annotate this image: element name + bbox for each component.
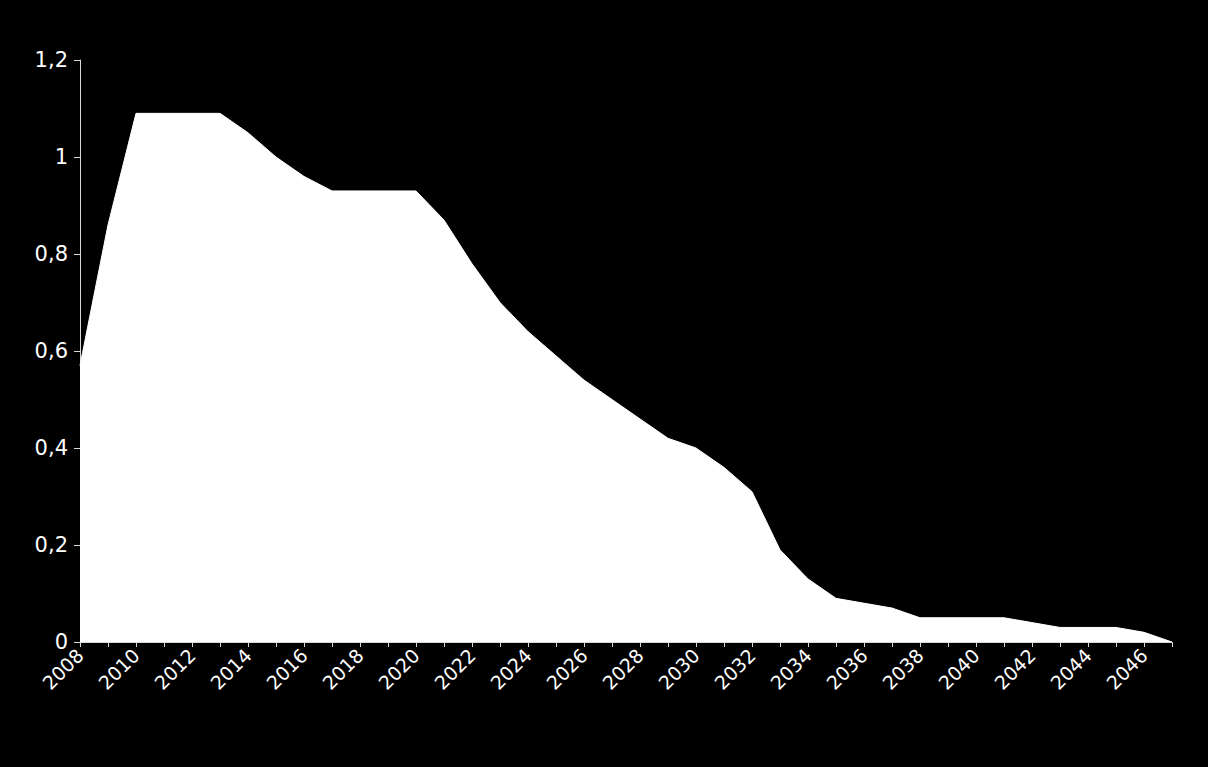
svg-text:2010: 2010 <box>94 644 144 694</box>
svg-text:1,2: 1,2 <box>35 48 68 72</box>
svg-text:0,2: 0,2 <box>35 533 68 557</box>
svg-text:0: 0 <box>54 630 68 654</box>
svg-text:2024: 2024 <box>486 644 536 694</box>
svg-text:0,6: 0,6 <box>35 339 68 363</box>
svg-text:0,4: 0,4 <box>35 436 68 460</box>
svg-text:2020: 2020 <box>374 644 424 694</box>
svg-text:2044: 2044 <box>1046 644 1096 694</box>
svg-text:2018: 2018 <box>318 644 368 694</box>
svg-text:2046: 2046 <box>1102 644 1152 694</box>
svg-text:2036: 2036 <box>822 644 872 694</box>
svg-text:2026: 2026 <box>542 644 592 694</box>
svg-text:2016: 2016 <box>262 644 312 694</box>
svg-text:2028: 2028 <box>598 644 648 694</box>
svg-text:2040: 2040 <box>934 644 984 694</box>
svg-text:2030: 2030 <box>654 644 704 694</box>
svg-text:2014: 2014 <box>206 644 256 694</box>
svg-text:2022: 2022 <box>430 644 480 694</box>
svg-text:1: 1 <box>55 145 68 169</box>
svg-text:2032: 2032 <box>710 644 760 694</box>
svg-text:2042: 2042 <box>990 644 1040 694</box>
svg-text:0,8: 0,8 <box>35 242 68 266</box>
svg-text:2008: 2008 <box>38 644 88 694</box>
svg-text:2038: 2038 <box>878 644 928 694</box>
svg-text:2034: 2034 <box>766 644 816 694</box>
svg-text:2012: 2012 <box>150 644 200 694</box>
